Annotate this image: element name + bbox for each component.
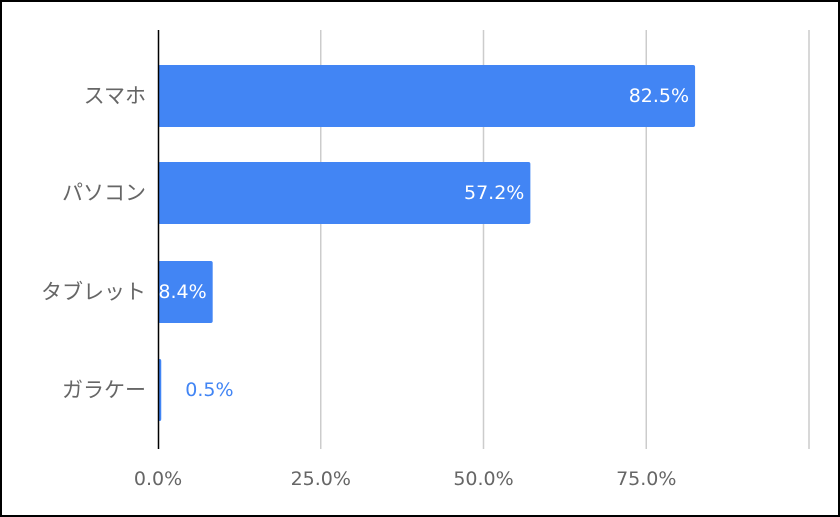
bar	[158, 162, 531, 224]
category-label: パソコン	[62, 181, 146, 205]
category-label: ガラケー	[62, 378, 146, 402]
x-tick-label: 75.0%	[616, 468, 676, 490]
x-tick-label: 50.0%	[453, 468, 513, 490]
bar	[158, 261, 213, 323]
value-label: 57.2%	[464, 182, 524, 204]
category-label: スマホ	[84, 84, 146, 108]
x-tick-label: 0.0%	[134, 468, 182, 490]
bar	[158, 65, 696, 127]
x-tick-label: 25.0%	[291, 468, 351, 490]
value-label: 8.4%	[158, 281, 206, 303]
category-label: タブレット	[41, 280, 146, 304]
value-label: 0.5%	[185, 379, 233, 401]
value-label: 82.5%	[629, 85, 689, 107]
bars	[158, 65, 696, 421]
